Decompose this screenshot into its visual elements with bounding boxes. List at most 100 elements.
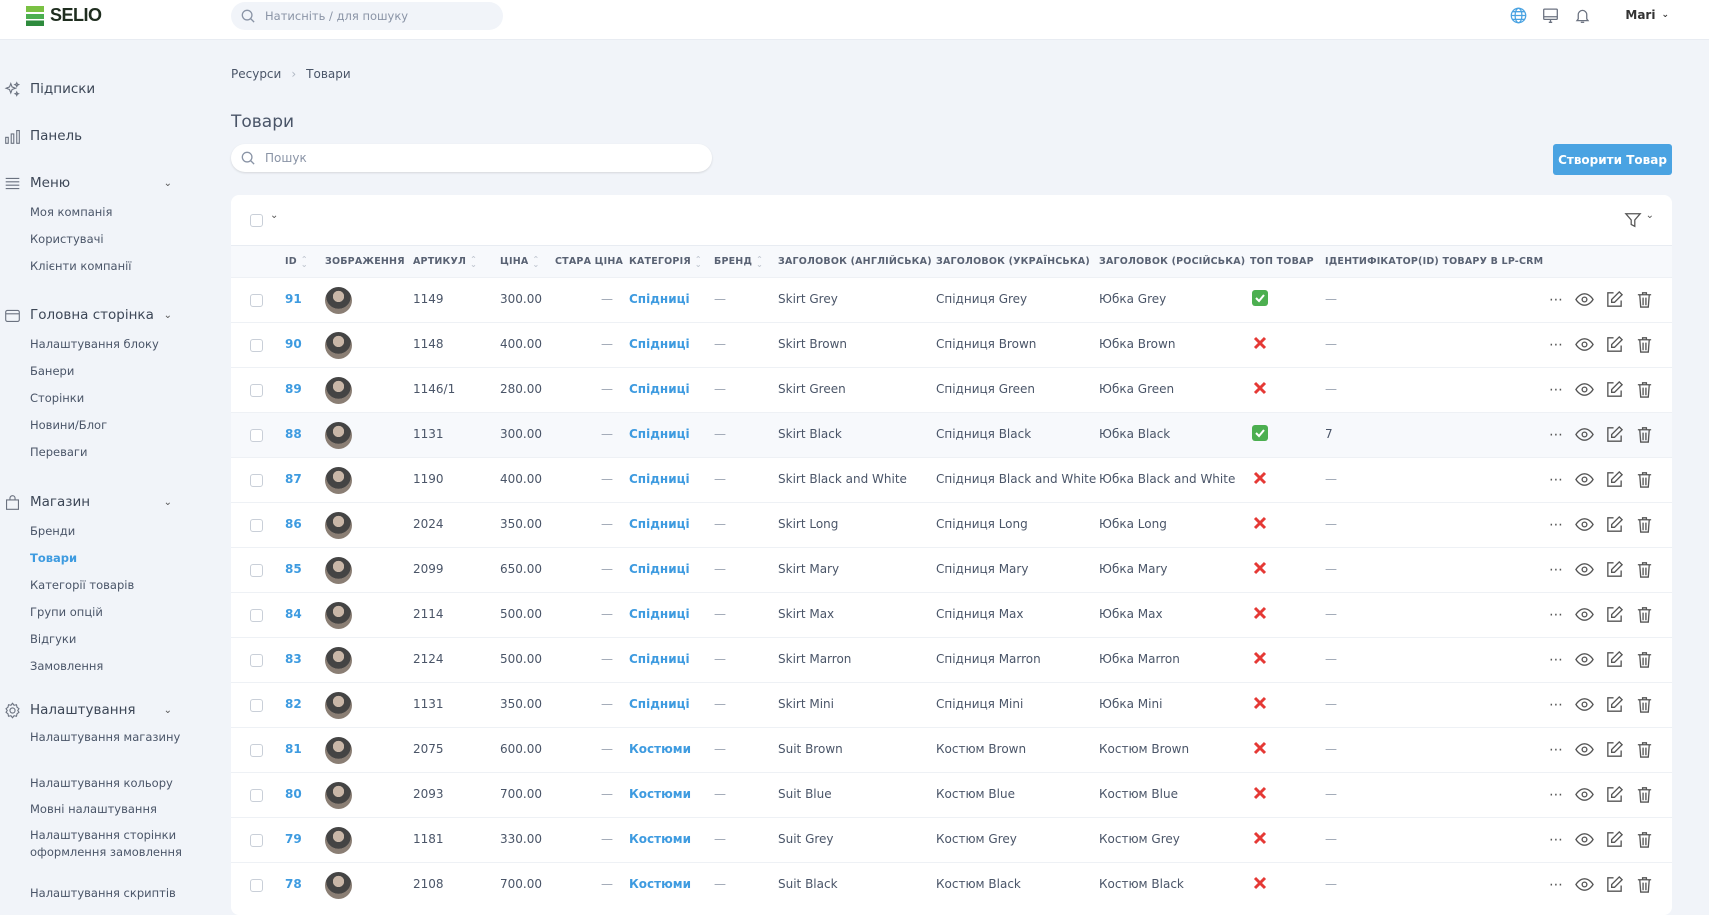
more-icon[interactable]: ⋯ — [1549, 741, 1564, 758]
product-id-link[interactable]: 84 — [285, 607, 302, 621]
sidebar-section-1[interactable]: Панель — [0, 126, 180, 146]
chevron-down-icon[interactable]: ⌄ — [163, 704, 172, 716]
category-link[interactable]: Спідниці — [629, 517, 690, 531]
column-header[interactable]: КАТЕГОРІЯ ⌃ ⌄ — [629, 255, 702, 268]
sidebar-item[interactable]: Групи опцій — [30, 605, 103, 619]
table-row[interactable]: 81 2075 600.00 — Костюми — Suit Brown Костюм Br… — [231, 727, 1672, 772]
chevron-down-icon[interactable]: ⌄ — [163, 309, 172, 321]
trash-icon[interactable] — [1635, 515, 1654, 534]
table-row[interactable]: 84 2114 500.00 — Спідниці — Skirt Max Спідниця … — [231, 592, 1672, 637]
row-checkbox[interactable] — [250, 429, 263, 442]
sidebar-section-5[interactable]: Налаштування ⌄ — [0, 700, 180, 720]
sidebar-section-0[interactable]: Підписки — [0, 79, 180, 99]
sidebar-item[interactable]: Моя компанія — [30, 205, 113, 219]
more-icon[interactable]: ⋯ — [1549, 696, 1564, 713]
trash-icon[interactable] — [1635, 425, 1654, 444]
product-id-link[interactable]: 86 — [285, 517, 302, 531]
eye-icon[interactable] — [1575, 695, 1594, 714]
eye-icon[interactable] — [1575, 830, 1594, 849]
edit-icon[interactable] — [1605, 695, 1624, 714]
table-row[interactable]: 82 1131 350.00 — Спідниці — Skirt Mini Спідниця… — [231, 682, 1672, 727]
column-header[interactable]: БРЕНД ⌃ ⌄ — [714, 255, 763, 268]
edit-icon[interactable] — [1605, 470, 1624, 489]
category-link[interactable]: Спідниці — [629, 382, 690, 396]
table-row[interactable]: 79 1181 330.00 — Костюми — Suit Grey Костюм Gre… — [231, 817, 1672, 862]
product-id-link[interactable]: 89 — [285, 382, 302, 396]
sort-icon[interactable]: ⌃ ⌄ — [470, 254, 478, 269]
sidebar-item[interactable]: Налаштування кольору — [30, 776, 173, 790]
trash-icon[interactable] — [1635, 785, 1654, 804]
trash-icon[interactable] — [1635, 290, 1654, 309]
row-checkbox[interactable] — [250, 834, 263, 847]
row-checkbox[interactable] — [250, 474, 263, 487]
filter-icon[interactable] — [1624, 211, 1642, 229]
trash-icon[interactable] — [1635, 605, 1654, 624]
eye-icon[interactable] — [1575, 380, 1594, 399]
edit-icon[interactable] — [1605, 560, 1624, 579]
chevron-down-icon[interactable]: ⌄ — [1645, 210, 1654, 221]
edit-icon[interactable] — [1605, 830, 1624, 849]
more-icon[interactable]: ⋯ — [1549, 786, 1564, 803]
more-icon[interactable]: ⋯ — [1549, 516, 1564, 533]
category-link[interactable]: Костюми — [629, 787, 692, 801]
eye-icon[interactable] — [1575, 605, 1594, 624]
product-id-link[interactable]: 81 — [285, 742, 302, 756]
sidebar-item[interactable]: Клієнти компанії — [30, 259, 132, 273]
table-row[interactable]: 78 2108 700.00 — Костюми — Suit Black Костюм Bl… — [231, 862, 1672, 907]
product-search-input[interactable]: Пошук — [231, 144, 712, 172]
sidebar-item[interactable]: Замовлення — [30, 659, 104, 673]
more-icon[interactable]: ⋯ — [1549, 471, 1564, 488]
more-icon[interactable]: ⋯ — [1549, 291, 1564, 308]
sidebar-item[interactable]: Налаштування сторінки оформлення замовле… — [30, 828, 182, 859]
table-row[interactable]: 86 2024 350.00 — Спідниці — Skirt Long Спідниця… — [231, 502, 1672, 547]
eye-icon[interactable] — [1575, 875, 1594, 894]
sort-icon[interactable]: ⌃ ⌄ — [532, 254, 540, 269]
sidebar-item[interactable]: Новини/Блог — [30, 418, 108, 432]
edit-icon[interactable] — [1605, 785, 1624, 804]
eye-icon[interactable] — [1575, 740, 1594, 759]
category-link[interactable]: Костюми — [629, 877, 692, 891]
sidebar-item[interactable]: Відгуки — [30, 632, 77, 646]
edit-icon[interactable] — [1605, 290, 1624, 309]
sidebar-item[interactable]: Користувачі — [30, 232, 104, 246]
monitor-icon[interactable] — [1541, 6, 1559, 24]
row-checkbox[interactable] — [250, 744, 263, 757]
category-link[interactable]: Спідниці — [629, 607, 690, 621]
column-header[interactable]: АРТИКУЛ ⌃ ⌄ — [413, 254, 478, 269]
globe-icon[interactable] — [1509, 6, 1527, 24]
category-link[interactable]: Костюми — [629, 832, 692, 846]
product-id-link[interactable]: 80 — [285, 787, 302, 801]
sidebar-item[interactable]: Категорії товарів — [30, 578, 135, 592]
eye-icon[interactable] — [1575, 470, 1594, 489]
trash-icon[interactable] — [1635, 740, 1654, 759]
sidebar-section-4[interactable]: Магазин ⌄ — [0, 492, 180, 512]
more-icon[interactable]: ⋯ — [1549, 336, 1564, 353]
bell-icon[interactable] — [1573, 6, 1591, 24]
table-row[interactable]: 90 1148 400.00 — Спідниці — Skirt Brown Спідниц… — [231, 322, 1672, 367]
eye-icon[interactable] — [1575, 515, 1594, 534]
trash-icon[interactable] — [1635, 335, 1654, 354]
more-icon[interactable]: ⋯ — [1549, 651, 1564, 668]
sidebar-section-3[interactable]: Головна сторінка ⌄ — [0, 305, 180, 325]
category-link[interactable]: Спідниці — [629, 562, 690, 576]
row-checkbox[interactable] — [250, 339, 263, 352]
table-row[interactable]: 80 2093 700.00 — Костюми — Suit Blue Костюм Blu… — [231, 772, 1672, 817]
sidebar-item[interactable]: Налаштування магазину — [30, 730, 181, 744]
edit-icon[interactable] — [1605, 605, 1624, 624]
table-row[interactable]: 89 1146/1 280.00 — Спідниці — Skirt Green Спідн… — [231, 367, 1672, 412]
sidebar-section-2[interactable]: Меню ⌄ — [0, 173, 180, 193]
edit-icon[interactable] — [1605, 740, 1624, 759]
edit-icon[interactable] — [1605, 380, 1624, 399]
table-row[interactable]: 87 1190 400.00 — Спідниці — Skirt Black and Wh… — [231, 457, 1672, 502]
breadcrumb-resources[interactable]: Ресурси — [231, 67, 282, 81]
category-link[interactable]: Спідниці — [629, 292, 690, 306]
row-checkbox[interactable] — [250, 384, 263, 397]
logo[interactable]: SELIO — [26, 5, 102, 26]
eye-icon[interactable] — [1575, 650, 1594, 669]
chevron-down-icon[interactable]: ⌄ — [163, 496, 172, 508]
select-all-checkbox[interactable] — [250, 214, 263, 227]
more-icon[interactable]: ⋯ — [1549, 606, 1564, 623]
table-row[interactable]: 85 2099 650.00 — Спідниці — Skirt Mary Спідниця… — [231, 547, 1672, 592]
chevron-down-icon[interactable]: ⌄ — [270, 210, 279, 221]
trash-icon[interactable] — [1635, 470, 1654, 489]
